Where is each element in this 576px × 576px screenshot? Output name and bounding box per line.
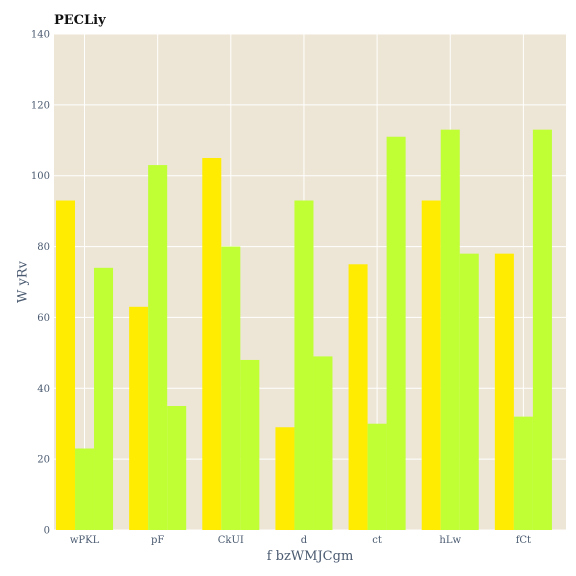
bar (94, 267, 114, 530)
bar (129, 306, 149, 530)
x-tick-label: wPKL (70, 535, 100, 546)
bar (148, 165, 168, 531)
x-tick-label: pF (151, 535, 164, 546)
bar (494, 253, 514, 530)
y-axis-ticks: 0 20 40 60 80 100 120 140 (31, 30, 50, 537)
bar (75, 448, 95, 530)
chart-title: PECLiy (54, 13, 106, 28)
x-tick-label: fCt (516, 535, 531, 546)
bar (513, 416, 533, 530)
x-tick-label: CkUI (218, 535, 244, 546)
y-tick-label: 20 (37, 455, 50, 466)
y-axis-label: W yRv (16, 260, 31, 303)
y-tick-label: 120 (31, 100, 50, 111)
y-tick-label: 40 (37, 384, 50, 395)
bar (386, 136, 406, 530)
y-tick-label: 140 (31, 30, 50, 41)
x-tick-label: hLw (439, 535, 461, 546)
bar (240, 359, 260, 530)
bar (313, 356, 333, 530)
x-axis-ticks: wPKL pF CkUI d ct hLw fCt (70, 535, 531, 546)
bar (421, 200, 441, 530)
x-axis-label: f bzWMJCgm (267, 549, 354, 564)
bar (275, 427, 295, 530)
y-tick-label: 0 (44, 526, 50, 537)
bar (221, 246, 241, 531)
bar (56, 200, 76, 530)
y-tick-label: 60 (37, 313, 50, 324)
bar (348, 264, 368, 530)
bar (367, 423, 387, 530)
y-tick-label: 100 (31, 171, 50, 182)
y-tick-label: 80 (37, 242, 50, 253)
bar (202, 158, 222, 530)
bars (56, 129, 552, 531)
bar (459, 253, 479, 530)
bar (167, 406, 187, 530)
bar (294, 200, 314, 530)
x-tick-label: d (301, 535, 308, 546)
bar (440, 129, 460, 530)
x-tick-label: ct (372, 535, 382, 546)
bar (532, 129, 552, 530)
